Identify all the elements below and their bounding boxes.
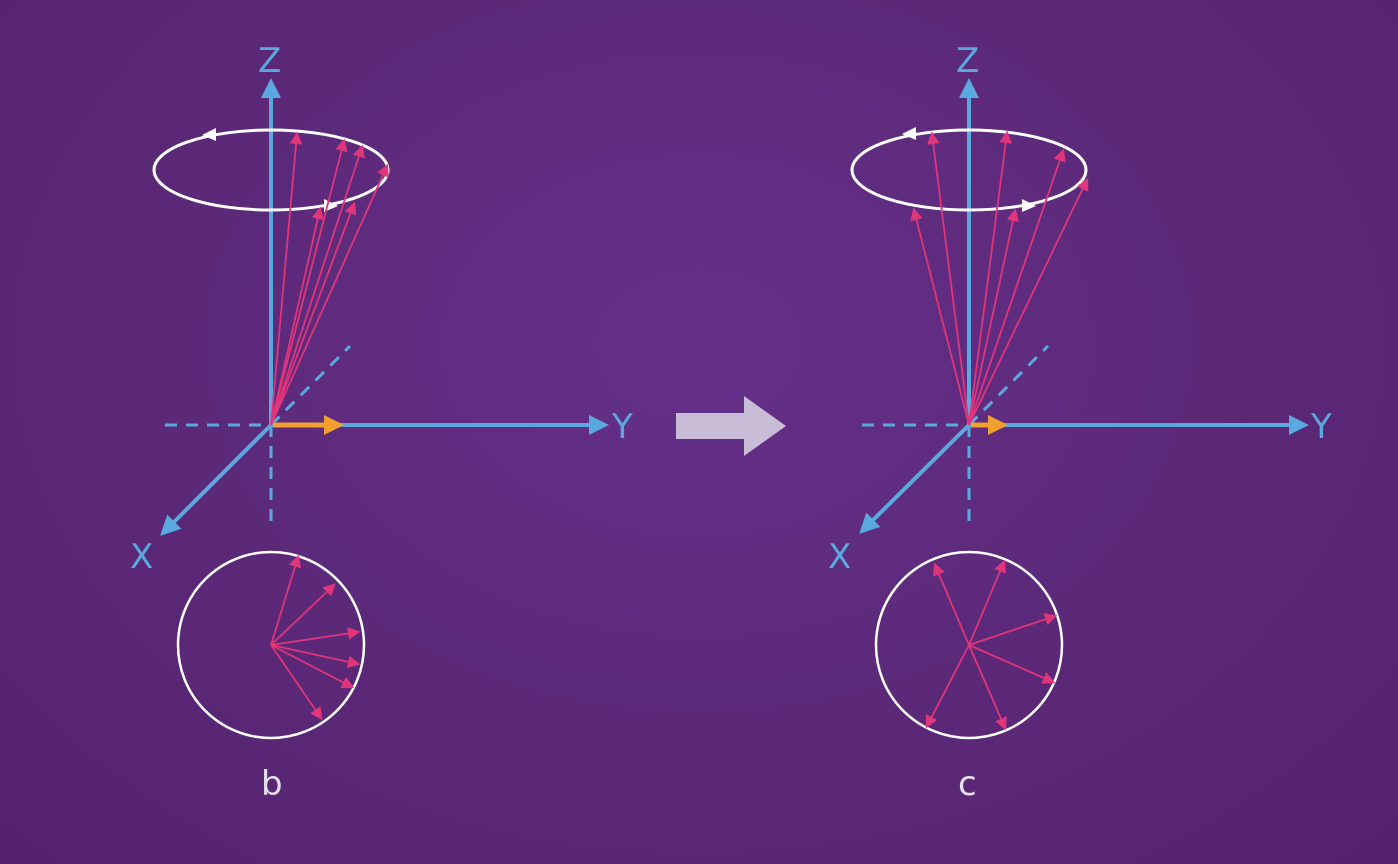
precession-direction-icon bbox=[902, 127, 916, 140]
x-axis-negative bbox=[269, 344, 352, 427]
panel-label-c: c bbox=[958, 764, 977, 804]
spin-vector bbox=[927, 131, 970, 426]
x-axis bbox=[859, 423, 971, 534]
projected-vector bbox=[925, 644, 970, 729]
spin-vector bbox=[968, 208, 1020, 426]
x-axis-label: X bbox=[828, 537, 851, 577]
spin-vectors bbox=[910, 130, 1089, 426]
x-axis-label: X bbox=[130, 537, 153, 577]
projected-vector bbox=[270, 644, 323, 721]
projected-vector bbox=[968, 613, 1058, 646]
projected-vector bbox=[270, 583, 336, 646]
spin-vector bbox=[270, 131, 303, 426]
spin-vector bbox=[270, 206, 324, 426]
spin-vector bbox=[910, 207, 970, 426]
panel-b: Z Y X bbox=[130, 41, 633, 804]
xy-plane-projection bbox=[874, 550, 1064, 740]
panel-c: Z Y X bbox=[828, 41, 1332, 804]
projected-vector bbox=[270, 554, 302, 646]
projected-vector bbox=[968, 644, 1007, 731]
y-axis-label: Y bbox=[1310, 407, 1332, 447]
precession-direction-icon bbox=[1022, 199, 1036, 212]
x-axis bbox=[160, 423, 273, 536]
panel-label-b: b bbox=[261, 764, 283, 804]
z-axis-label: Z bbox=[956, 41, 979, 81]
spin-vector bbox=[270, 138, 348, 426]
precession-orbit bbox=[850, 128, 1088, 212]
projected-vectors bbox=[925, 559, 1058, 731]
spin-vector bbox=[968, 130, 1012, 426]
spin-vector bbox=[270, 201, 357, 426]
xy-plane-projection bbox=[176, 550, 366, 740]
projected-vector bbox=[933, 562, 970, 646]
right-arrow-icon bbox=[676, 396, 786, 456]
projected-vector bbox=[968, 559, 1006, 646]
spin-vector bbox=[270, 163, 389, 426]
projected-vectors bbox=[270, 554, 361, 721]
precession-direction-icon bbox=[202, 128, 216, 141]
spin-vector bbox=[270, 144, 365, 426]
z-axis-label: Z bbox=[258, 41, 281, 81]
projected-vector bbox=[270, 644, 361, 669]
y-axis-label: Y bbox=[611, 407, 633, 447]
spin-vectors bbox=[270, 131, 389, 426]
projected-vector bbox=[270, 644, 355, 689]
x-axis-negative bbox=[967, 344, 1050, 427]
projected-vector bbox=[968, 644, 1056, 684]
spin-vector bbox=[968, 177, 1089, 426]
projected-vector bbox=[270, 627, 361, 646]
spin-vector bbox=[968, 148, 1066, 426]
